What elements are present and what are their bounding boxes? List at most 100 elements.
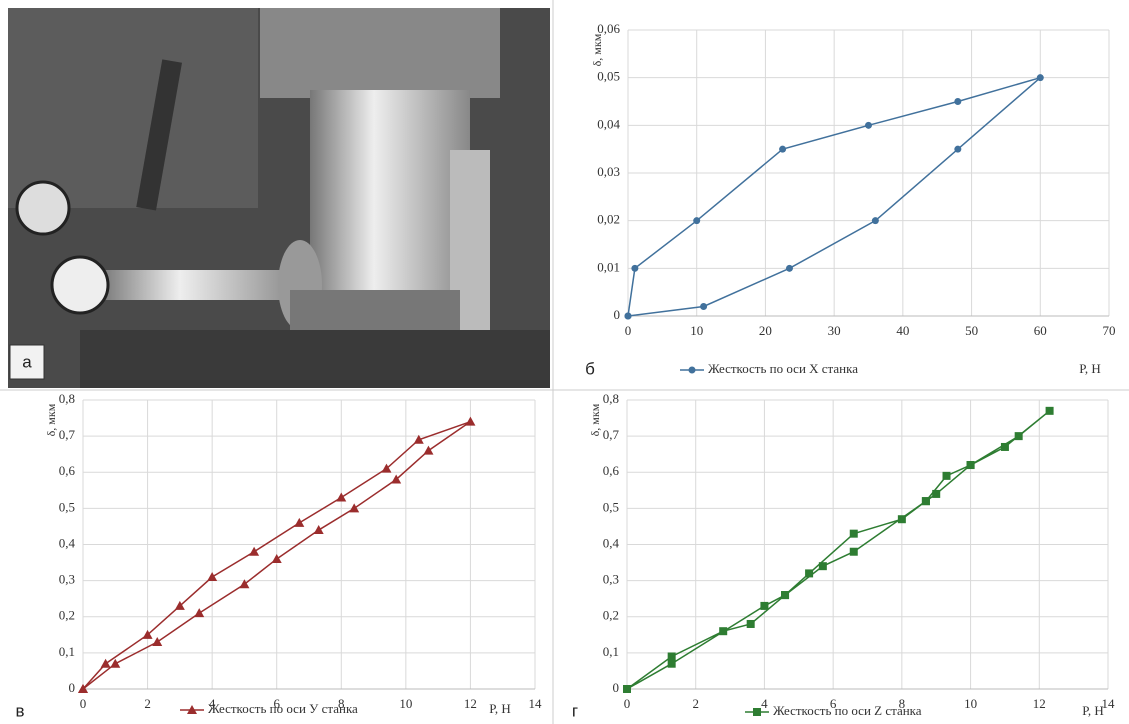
photo: а bbox=[8, 8, 550, 388]
y-tick-label: 0,02 bbox=[597, 212, 620, 227]
point bbox=[753, 708, 761, 716]
legend-label: Жесткость по оси У станка bbox=[208, 701, 358, 716]
point bbox=[849, 529, 858, 538]
x-tick-label: 12 bbox=[464, 696, 477, 711]
point bbox=[779, 145, 787, 153]
x-tick-label: 14 bbox=[529, 696, 543, 711]
x-tick-label: 70 bbox=[1103, 323, 1116, 338]
point bbox=[667, 652, 676, 661]
y-tick-label: 0,3 bbox=[59, 572, 75, 587]
x-tick-label: 4 bbox=[761, 696, 768, 711]
point bbox=[818, 562, 827, 571]
y-tick-label: 0,05 bbox=[597, 69, 620, 84]
point bbox=[271, 553, 282, 563]
point bbox=[100, 658, 111, 668]
point bbox=[187, 705, 197, 714]
x-tick-label: 0 bbox=[624, 696, 631, 711]
point bbox=[249, 546, 260, 556]
point bbox=[785, 264, 793, 272]
y-tick-label: 0,06 bbox=[597, 21, 620, 36]
y-tick-label: 0 bbox=[69, 680, 76, 695]
point bbox=[760, 601, 769, 610]
y-tick-label: 0,4 bbox=[59, 535, 76, 550]
point bbox=[194, 608, 205, 618]
x-tick-label: 12 bbox=[1033, 696, 1046, 711]
y-tick-label: 0,3 bbox=[603, 572, 619, 587]
point bbox=[871, 217, 879, 225]
panel-label: б bbox=[585, 359, 595, 378]
point bbox=[1000, 442, 1009, 451]
y-tick-label: 0,4 bbox=[603, 535, 620, 550]
x-tick-label: 20 bbox=[759, 323, 772, 338]
y-tick-label: 0,5 bbox=[59, 499, 75, 514]
y-tick-label: 0 bbox=[614, 307, 621, 322]
chart: 0 0,01 0,02 0,03 0,04 0,05 0,06 0 10 20 30 40 50 60 70… bbox=[585, 21, 1115, 379]
point bbox=[667, 659, 676, 668]
point bbox=[954, 98, 962, 105]
y-tick-label: 0,1 bbox=[59, 644, 75, 659]
point bbox=[391, 474, 402, 484]
x-tick-label: 6 bbox=[273, 696, 280, 711]
chart: 0 0,1 0,2 0,3 0,4 0,5 0,6 0,7 0,8 0 2 4 6 8 10 12 14 δ, м… bbox=[572, 391, 1115, 721]
point bbox=[1014, 432, 1023, 441]
point bbox=[693, 217, 701, 225]
y-tick-label: 0,1 bbox=[603, 644, 619, 659]
y-tick-label: 0,2 bbox=[603, 608, 619, 623]
point bbox=[966, 461, 975, 470]
y-tick-label: 0,04 bbox=[597, 116, 620, 131]
point bbox=[688, 366, 696, 374]
x-tick-label: 60 bbox=[1034, 323, 1047, 338]
series-line bbox=[626, 410, 1051, 690]
y-tick-label: 0,7 bbox=[603, 427, 620, 442]
y-axis-label: δ, мкм bbox=[588, 403, 602, 436]
panel-label: г bbox=[572, 701, 578, 720]
point bbox=[465, 416, 476, 426]
x-tick-label: 14 bbox=[1102, 696, 1116, 711]
y-tick-label: 0,5 bbox=[603, 499, 619, 514]
point bbox=[942, 471, 951, 480]
y-tick-label: 0,8 bbox=[59, 391, 75, 406]
y-axis-label: δ, мкм bbox=[590, 33, 604, 66]
point bbox=[719, 627, 728, 636]
point bbox=[294, 517, 305, 527]
legend-label: Жесткость по оси Z станка bbox=[773, 703, 922, 718]
point bbox=[1045, 406, 1054, 415]
point bbox=[313, 525, 324, 535]
x-tick-label: 6 bbox=[830, 696, 837, 711]
y-tick-label: 0,03 bbox=[597, 164, 620, 179]
point bbox=[110, 658, 121, 668]
x-tick-label: 4 bbox=[209, 696, 216, 711]
legend-label: Жесткость по оси X станка bbox=[708, 361, 858, 376]
x-tick-label: 8 bbox=[338, 696, 345, 711]
y-tick-label: 0,7 bbox=[59, 427, 76, 442]
point bbox=[623, 685, 631, 693]
point bbox=[349, 503, 360, 513]
point bbox=[954, 145, 962, 153]
x-tick-label: 0 bbox=[625, 323, 632, 338]
y-tick-label: 0,6 bbox=[59, 463, 76, 478]
point bbox=[174, 600, 185, 610]
point bbox=[700, 302, 708, 310]
chart: 0 0,1 0,2 0,3 0,4 0,5 0,6 0,7 0,8 0 2 4 6 8 10 12 14 δ, м… bbox=[15, 391, 542, 721]
y-tick-label: 0 bbox=[613, 680, 620, 695]
y-tick-label: 0,6 bbox=[603, 463, 620, 478]
y-tick-label: 0,01 bbox=[597, 259, 620, 274]
point bbox=[746, 619, 755, 628]
x-tick-label: 0 bbox=[80, 696, 87, 711]
point bbox=[631, 264, 639, 272]
x-tick-label: 30 bbox=[828, 323, 841, 338]
point bbox=[932, 489, 941, 498]
point bbox=[207, 572, 218, 582]
point bbox=[805, 569, 814, 578]
point bbox=[624, 312, 632, 320]
point bbox=[921, 497, 930, 506]
point bbox=[781, 591, 790, 600]
x-tick-label: 50 bbox=[965, 323, 978, 338]
point bbox=[423, 445, 434, 455]
x-tick-label: 2 bbox=[692, 696, 699, 711]
point bbox=[239, 579, 250, 589]
x-tick-label: 2 bbox=[144, 696, 151, 711]
point bbox=[897, 515, 906, 524]
x-tick-label: 8 bbox=[899, 696, 906, 711]
